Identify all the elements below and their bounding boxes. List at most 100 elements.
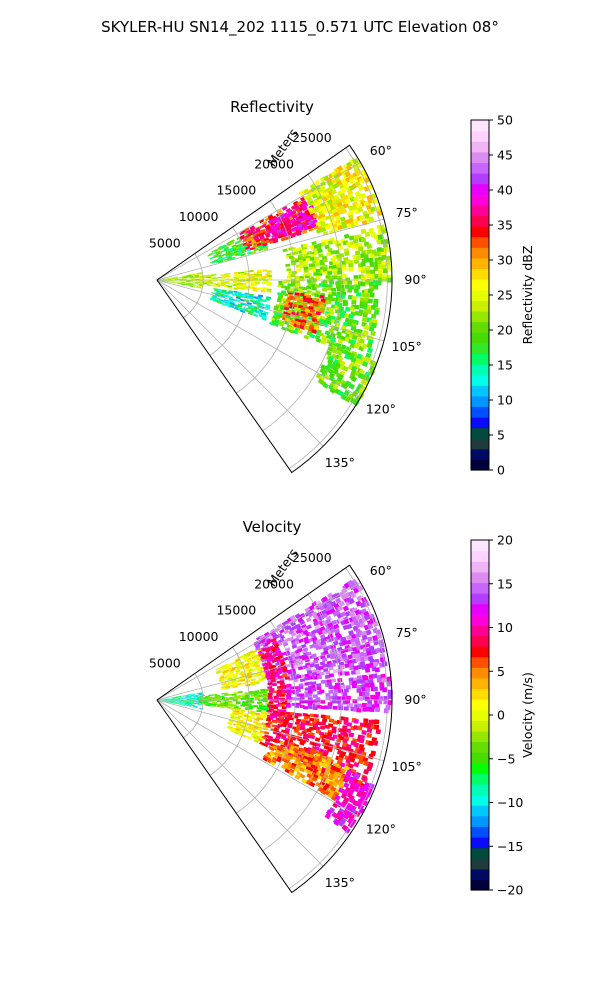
colorbar-swatch: [471, 321, 489, 333]
azimuth-spoke: [156, 279, 324, 447]
range-tick-label: 15000: [216, 603, 256, 618]
colorbar-tick-label: 50: [497, 113, 513, 128]
colorbar-swatch: [471, 130, 489, 142]
range-ring: [262, 174, 342, 432]
azimuth-tick-label: 90°: [404, 272, 426, 287]
colorbar-tick-label: −15: [497, 839, 523, 854]
colorbar-swatch: [471, 783, 489, 796]
colorbar-swatch: [471, 836, 489, 849]
figure-title: SKYLER-HU SN14_202 1115_0.571 UTC Elevat…: [101, 18, 499, 37]
colorbar-swatch: [471, 120, 489, 132]
colorbar-tick-label: −10: [497, 795, 523, 810]
sector-frame: [156, 564, 393, 894]
azimuth-spoke: [156, 279, 385, 342]
reflectivity-title: Reflectivity: [230, 98, 314, 116]
velocity-colorbar-label: Velocity (m/s): [520, 672, 535, 758]
colorbar-tick-label: 10: [497, 620, 513, 635]
colorbar-swatch: [471, 847, 489, 859]
colorbar-swatch: [471, 310, 489, 323]
colorbar-tick-label: 0: [497, 463, 505, 478]
colorbar-swatch: [471, 438, 489, 450]
colorbar-swatch: [471, 289, 489, 301]
colorbar-tick-label: −5: [497, 751, 515, 766]
azimuth-spoke: [156, 218, 385, 281]
azimuth-tick-label: 135°: [325, 455, 355, 470]
colorbar-swatch: [471, 709, 489, 721]
colorbar-tick-label: 45: [497, 148, 513, 163]
colorbar-swatch: [471, 688, 489, 700]
azimuth-spoke: [156, 279, 361, 398]
colorbar-tick-label: 15: [497, 358, 513, 373]
colorbar-swatch: [471, 416, 489, 429]
colorbar-swatch: [471, 342, 489, 354]
range-tick-label: 10000: [179, 629, 219, 644]
colorbar-tick-label: 40: [497, 183, 513, 198]
colorbar-swatch: [471, 646, 489, 658]
colorbar-swatch: [471, 173, 489, 185]
reflectivity-grid: 5000 10000 15000 20000 25000 60° 75° 90° 105° 120…: [149, 130, 427, 474]
range-tick-label: 15000: [216, 183, 256, 198]
azimuth-tick-label: 60°: [370, 563, 392, 578]
echo-region: [262, 738, 350, 802]
colorbar-swatch: [471, 162, 489, 174]
colorbar-swatch: [471, 194, 489, 206]
colorbar-swatch: [471, 385, 489, 397]
colorbar-swatch: [471, 363, 489, 376]
velocity-colorbar: −20 −15 −10 −5 0 5 10 15 20: [470, 533, 523, 898]
velocity-grid: 5000 10000 15000 20000 25000 60° 75° 90° 105° 120…: [149, 550, 427, 894]
colorbar-swatch: [471, 773, 489, 785]
colorbar-swatch: [471, 183, 489, 195]
colorbar-swatch: [471, 805, 489, 817]
range-ring: [262, 594, 342, 852]
colorbar-swatch: [471, 204, 489, 217]
colorbar-swatch: [471, 540, 489, 552]
azimuth-tick-label: 120°: [366, 821, 396, 836]
colorbar-swatch: [471, 550, 489, 562]
sector-frame: [156, 144, 393, 474]
colorbar-tick-label: 10: [497, 393, 513, 408]
velocity-title: Velocity: [243, 518, 302, 536]
colorbar-swatch: [471, 858, 489, 870]
azimuth-tick-label: 105°: [392, 759, 422, 774]
range-tick-label: 25000: [292, 550, 332, 565]
colorbar-swatch: [471, 395, 489, 407]
colorbar-swatch: [471, 879, 489, 891]
azimuth-tick-label: 60°: [370, 143, 392, 158]
colorbar-swatch: [471, 353, 489, 365]
colorbar-swatch: [471, 762, 489, 774]
reflectivity-colorbar: 0 5 10 15 20 25 30 35 40 45 50: [470, 113, 513, 478]
azimuth-tick-label: 75°: [396, 205, 418, 220]
reflectivity-panel: Reflectivity 5000 10000 15000 20000 25000 60°…: [149, 98, 535, 478]
colorbar-swatch: [471, 257, 489, 270]
range-tick-label: 5000: [149, 236, 181, 251]
colorbar-swatch: [471, 752, 489, 764]
colorbar-swatch: [471, 815, 489, 827]
colorbar-tick-label: 20: [497, 323, 513, 338]
colorbar-swatch: [471, 571, 489, 584]
colorbar-swatch: [471, 730, 489, 743]
echo-region: [209, 288, 272, 321]
range-ring: [288, 147, 388, 470]
azimuth-tick-label: 105°: [392, 339, 422, 354]
colorbar-swatch: [471, 448, 489, 460]
colorbar-swatch: [471, 151, 489, 164]
range-ring: [209, 646, 250, 776]
echo-region: [198, 269, 273, 293]
colorbar-swatch: [471, 624, 489, 637]
colorbar-tick-label: 25: [497, 288, 513, 303]
velocity-sweep: [159, 579, 393, 834]
colorbar-swatch: [471, 603, 489, 615]
echo-region: [298, 157, 384, 236]
colorbar-tick-label: 5: [497, 428, 505, 443]
colorbar-swatch: [471, 236, 489, 248]
azimuth-spoke: [156, 699, 361, 818]
colorbar-swatch: [471, 677, 489, 690]
echo-region: [198, 688, 272, 713]
azimuth-spoke: [156, 699, 324, 867]
reflectivity-colorbar-label: Reflectivity dBZ: [520, 246, 535, 345]
azimuth-spoke: [156, 638, 385, 701]
range-tick-label: 25000: [292, 130, 332, 145]
range-tick-label: 5000: [149, 656, 181, 671]
colorbar-swatch: [471, 215, 489, 227]
